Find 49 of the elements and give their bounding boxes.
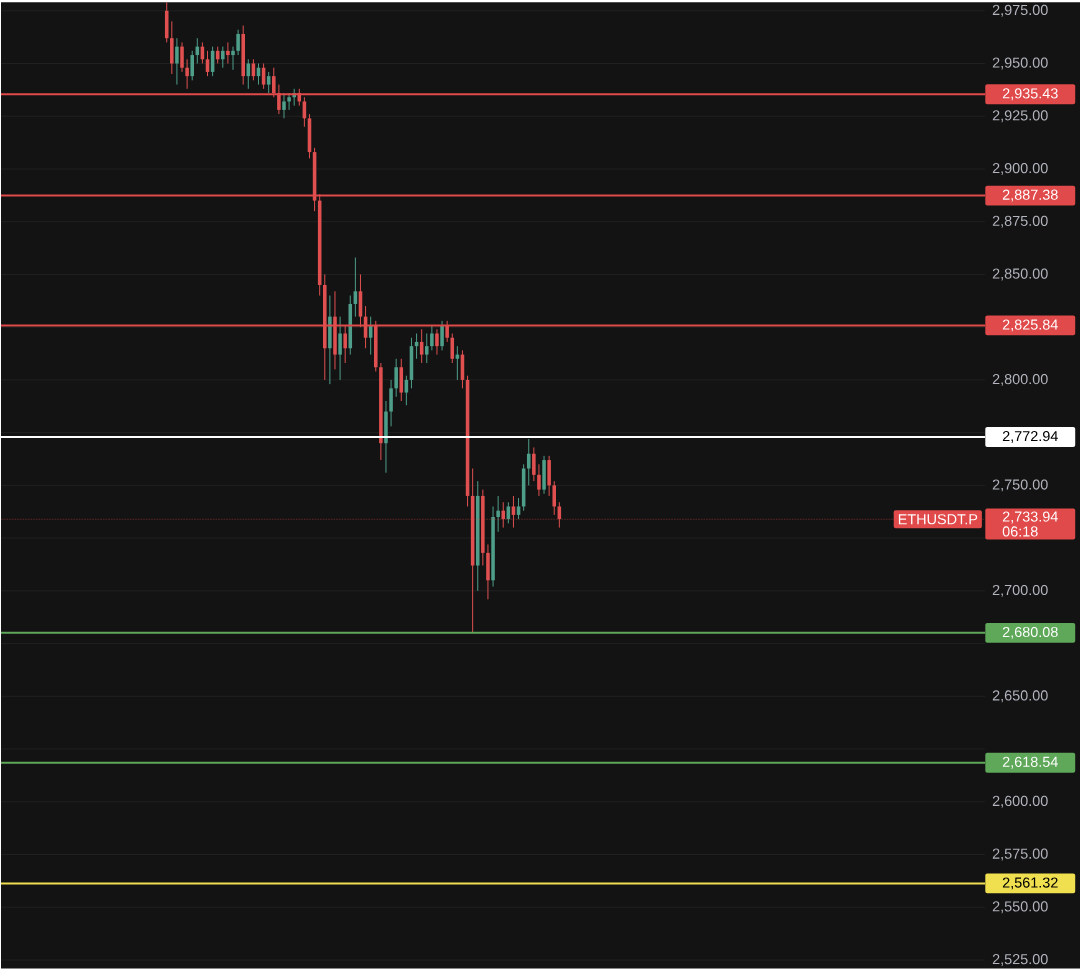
candlestick: [496, 495, 500, 533]
ref-line-label: 2,680.08: [1002, 627, 1058, 639]
y-tick-label: 2,700.00: [992, 584, 1048, 597]
candlestick: [185, 58, 189, 90]
candlestick: [450, 333, 455, 364]
candlestick: [282, 92, 286, 119]
candlestick: [537, 463, 541, 497]
ref-line-label: 2,935.43: [1002, 88, 1058, 101]
y-tick-label: 2,975.00: [992, 4, 1048, 17]
y-tick-label: 2,875.00: [992, 215, 1048, 228]
candlestick: [175, 37, 179, 86]
ref-line-label: 2,561.32: [1002, 877, 1058, 890]
ref-line-label: 2,772.94: [1002, 431, 1058, 444]
annotation: ETHUSDT.P: [898, 514, 978, 525]
y-tick-label: 2,550.00: [992, 901, 1048, 914]
candlestick: [221, 46, 225, 69]
y-tick-label: 2,925.00: [992, 110, 1048, 123]
candlestick: [266, 71, 271, 94]
candlestick: [226, 42, 230, 65]
candlestick: [231, 46, 235, 71]
candlestick: [435, 328, 439, 356]
y-tick-label: 2,950.00: [992, 57, 1048, 70]
candlestick: [394, 358, 398, 398]
candlestick: [236, 29, 240, 56]
y-tick-label: 2,800.00: [992, 374, 1048, 386]
y-tick-label: 2,750.00: [992, 479, 1048, 492]
candlestick: [430, 324, 434, 351]
candlestick: [389, 379, 393, 427]
candlestick: [526, 438, 531, 486]
y-tick-label: 2,575.00: [992, 848, 1048, 861]
candlestick: [338, 316, 342, 381]
candlestick: [440, 320, 444, 351]
candlestick: [516, 497, 521, 520]
ref-line-label: 2,887.38: [1002, 189, 1058, 202]
candlestick: [552, 480, 557, 516]
y-tick-label: 2,900.00: [992, 163, 1048, 176]
ref-line-label: 2,825.84: [1002, 319, 1058, 332]
candlestick: [532, 447, 536, 482]
ref-line-label: 2,618.54: [1002, 756, 1058, 769]
candlestick: [180, 42, 184, 73]
ref-line-label: 2,733.94: [1002, 511, 1058, 524]
y-tick-label: 2,650.00: [992, 690, 1048, 703]
y-tick-label: 2,600.00: [992, 795, 1048, 808]
candlestick: [190, 50, 194, 81]
candlestick: [287, 92, 291, 111]
y-tick-label: 2,525.00: [992, 954, 1048, 967]
text: 06:18: [1002, 526, 1038, 537]
y-tick-label: 2,850.00: [992, 268, 1048, 281]
candlestick: [424, 333, 429, 364]
